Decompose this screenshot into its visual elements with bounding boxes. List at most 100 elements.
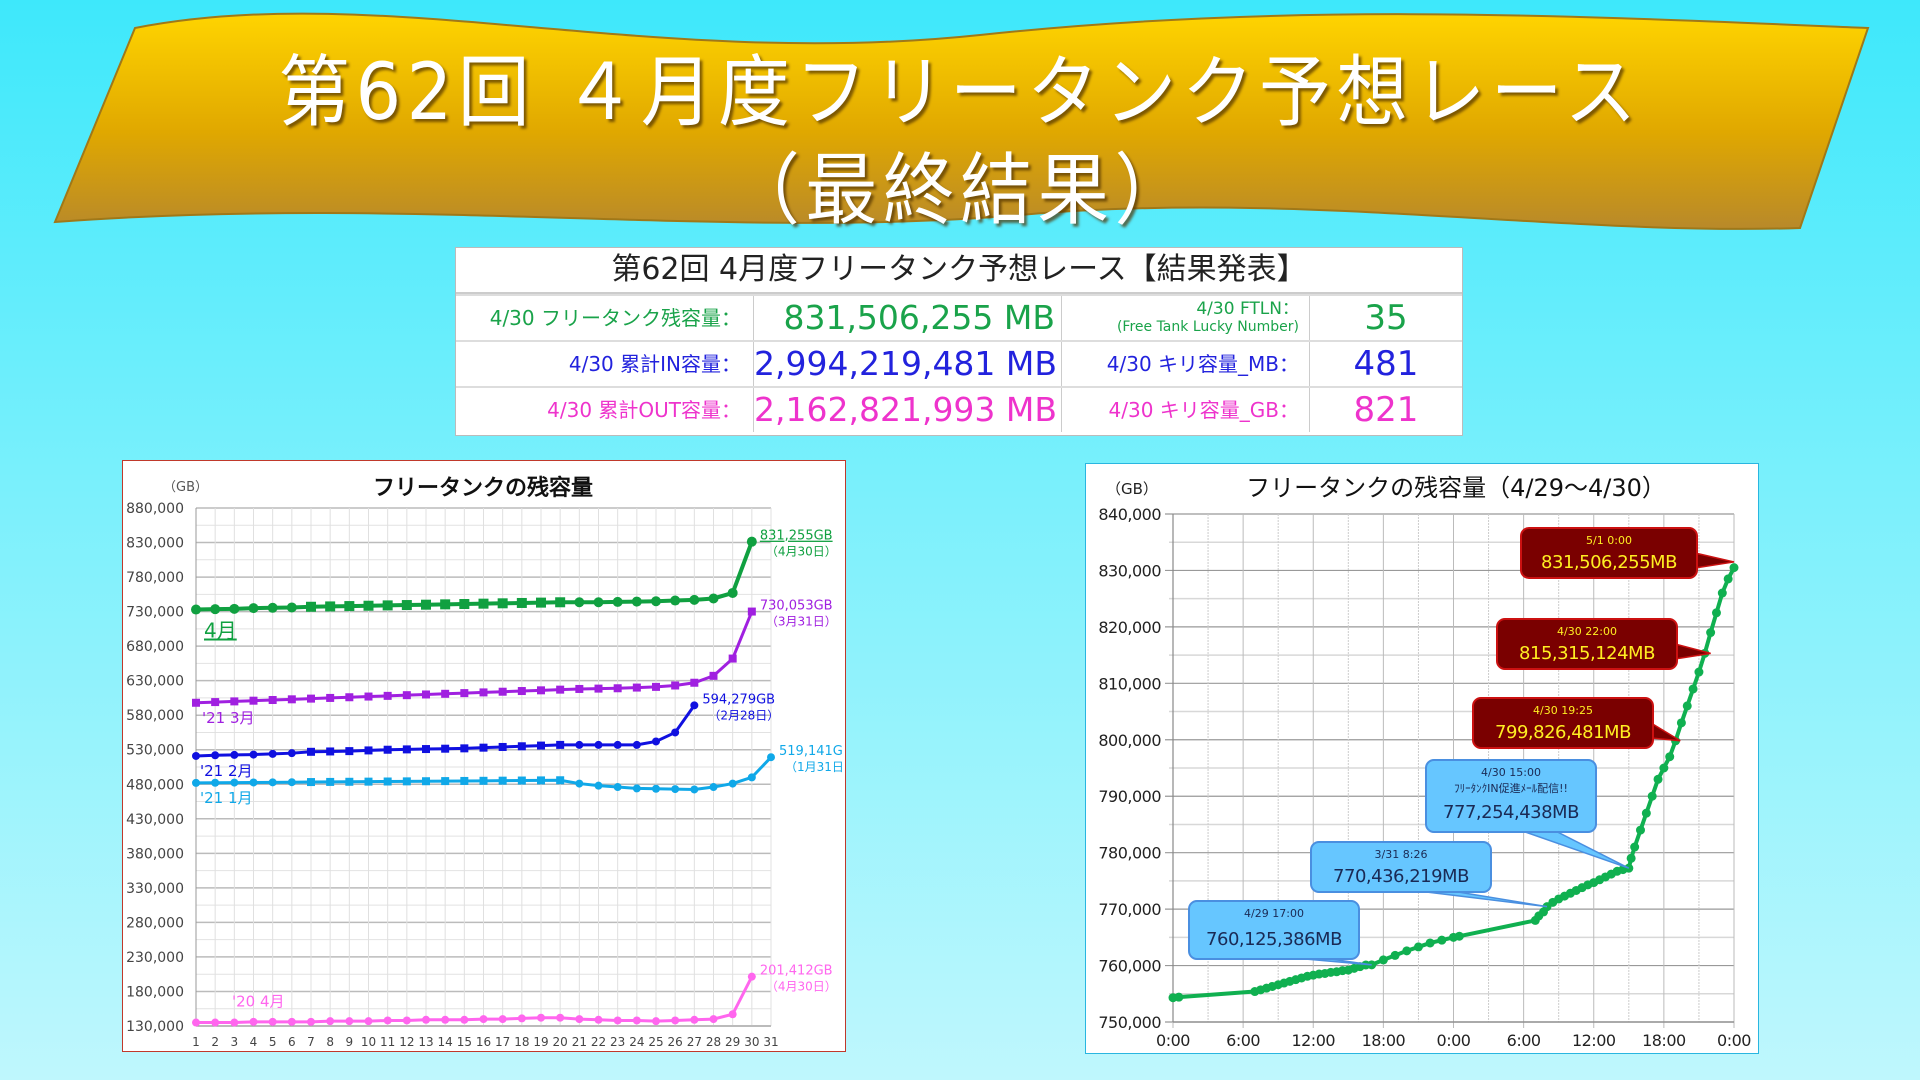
data-point <box>652 682 660 691</box>
data-point <box>364 1017 373 1026</box>
data-point <box>287 778 296 787</box>
data-point <box>517 776 526 785</box>
callout-value: 815,315,124MB <box>1519 643 1655 664</box>
data-point <box>402 777 411 786</box>
data-point <box>460 689 469 698</box>
series-line <box>195 610 754 705</box>
annotation-callout: 4/29 17:00 760,125,386MB <box>1188 900 1372 966</box>
x-tick-label: 5 <box>269 1035 277 1049</box>
x-tick-label: 2 <box>211 1035 219 1049</box>
result-row-out: 4/30 累計OUT容量： 2,162,821,993 MB 4/30 キリ容量… <box>456 386 1462 432</box>
data-point <box>421 599 431 610</box>
data-point <box>728 779 737 788</box>
data-point <box>517 1014 526 1023</box>
data-point <box>191 604 201 615</box>
data-point <box>1676 718 1686 728</box>
data-point <box>287 695 296 704</box>
data-point <box>307 1017 315 1026</box>
callout-box <box>1310 841 1492 893</box>
x-tick-label: 30 <box>744 1035 759 1049</box>
data-point <box>1174 992 1184 1002</box>
x-tick-label: 12:00 <box>1572 1031 1616 1050</box>
data-point <box>249 778 258 787</box>
x-tick-label: 7 <box>307 1035 315 1049</box>
annotation-callout: 3/31 8:26 770,436,219MB <box>1310 841 1548 908</box>
data-point <box>441 777 450 786</box>
data-point <box>516 597 527 608</box>
x-tick-label: 22 <box>591 1035 606 1049</box>
data-point <box>632 740 641 749</box>
data-point <box>652 1017 660 1026</box>
end-value-label: 201,412GB <box>760 964 833 979</box>
x-tick-label: 24 <box>629 1035 644 1049</box>
data-point <box>1711 608 1721 618</box>
result-table-heading: 第62回 4月度フリータンク予想レース【結果発表】 <box>456 248 1462 294</box>
x-tick-label: 27 <box>687 1035 702 1049</box>
data-point <box>767 753 775 762</box>
data-point <box>459 599 470 610</box>
data-point <box>671 1016 680 1025</box>
end-date-label: （4月30日） <box>766 545 837 559</box>
data-point <box>326 777 335 786</box>
result-value: 2,994,219,481 MB <box>754 342 1062 386</box>
data-point <box>326 747 335 756</box>
y-tick-label: 130,000 <box>126 1019 184 1035</box>
data-point <box>229 603 240 614</box>
series-label: '21 1月 <box>200 789 253 807</box>
data-point <box>727 587 738 598</box>
x-tick-label: 28 <box>706 1035 721 1049</box>
data-point <box>230 750 239 759</box>
data-point <box>613 684 622 693</box>
ftln-sublabel: (Free Tank Lucky Number) <box>1116 319 1299 335</box>
data-point <box>517 687 526 696</box>
series-label: '21 2月 <box>200 762 253 780</box>
data-point <box>211 751 220 760</box>
result-label-ftln: 4/30 FTLN： (Free Tank Lucky Number) <box>1062 296 1310 340</box>
data-point <box>383 745 392 754</box>
x-tick-label: 14 <box>438 1035 453 1049</box>
data-point <box>1653 774 1663 784</box>
data-point <box>612 596 623 607</box>
x-tick-label: 25 <box>648 1035 663 1049</box>
data-point <box>670 595 681 606</box>
result-label: 4/30 累計OUT容量： <box>456 388 754 432</box>
data-point <box>498 742 507 751</box>
data-point <box>574 597 585 608</box>
data-point <box>652 784 660 793</box>
callout-pointer <box>1694 552 1735 569</box>
data-point <box>613 1016 622 1025</box>
data-point <box>709 1015 718 1024</box>
data-point <box>402 745 411 754</box>
data-point <box>1717 588 1727 598</box>
data-point <box>1636 825 1645 835</box>
data-point <box>1706 628 1716 638</box>
callout-box <box>1520 527 1698 579</box>
data-point <box>537 741 545 750</box>
y-tick-label: 780,000 <box>126 570 184 586</box>
data-point <box>690 1015 699 1024</box>
callout-time: 4/30 22:00 <box>1557 625 1617 638</box>
series-label: '21 3月 <box>202 709 255 727</box>
data-point <box>192 1018 200 1027</box>
data-point <box>690 678 699 687</box>
data-point <box>422 777 430 786</box>
data-point <box>363 600 374 611</box>
data-point <box>594 781 603 790</box>
data-point <box>422 745 430 754</box>
data-point <box>537 686 545 695</box>
x-tick-label: 31 <box>763 1035 778 1049</box>
data-point <box>268 696 277 705</box>
x-tick-label: 12 <box>399 1035 414 1049</box>
callout-note: ﾌﾘｰﾀﾝｸIN促進ﾒｰﾙ配信!! <box>1454 781 1568 795</box>
x-tick-label: 6 <box>288 1035 296 1049</box>
data-point <box>307 747 315 756</box>
data-point <box>401 600 412 611</box>
y-tick-label: 530,000 <box>126 743 184 759</box>
kiri-gb-value: 821 <box>1353 390 1419 430</box>
data-point <box>689 594 700 605</box>
data-point <box>345 747 354 756</box>
data-point <box>651 596 661 607</box>
x-tick-label: 9 <box>346 1035 354 1049</box>
y-tick-label: 780,000 <box>1098 844 1161 863</box>
callout-time: 3/31 8:26 <box>1375 848 1428 861</box>
